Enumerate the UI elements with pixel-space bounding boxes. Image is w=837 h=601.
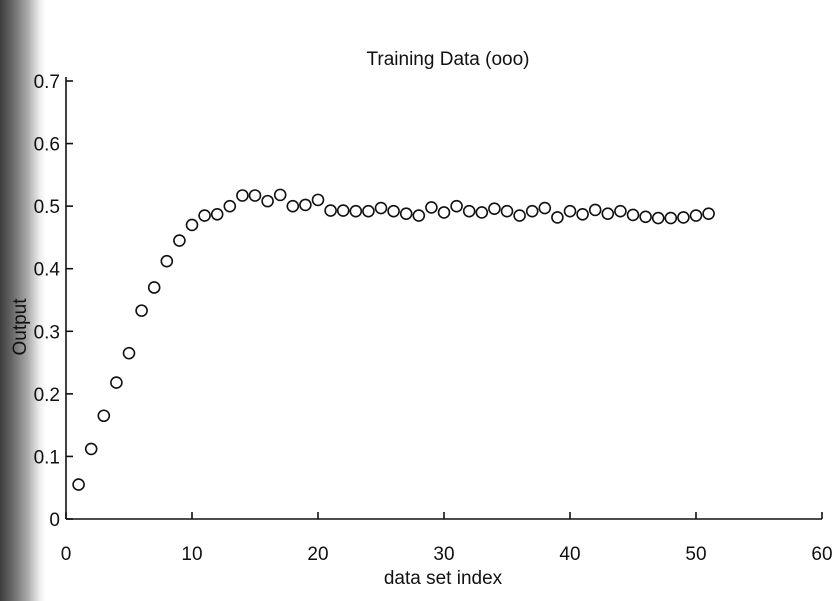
y-tick-label: 0.1: [34, 447, 60, 468]
data-point: [374, 201, 388, 215]
data-point: [362, 204, 375, 218]
data-point: [500, 204, 514, 218]
y-tick-label: 0: [49, 510, 60, 531]
data-point: [664, 211, 678, 225]
data-point: [210, 207, 224, 221]
data-point: [84, 442, 98, 456]
data-point: [475, 206, 489, 219]
data-point: [450, 199, 463, 213]
data-point: [273, 188, 287, 202]
data-point: [336, 204, 350, 217]
data-point: [97, 409, 111, 423]
data-point: [437, 206, 451, 219]
data-point: [324, 204, 337, 217]
x-axis-title: data set index: [384, 568, 503, 589]
data-point: [689, 209, 703, 222]
data-point: [349, 204, 363, 218]
data-point: [576, 207, 589, 221]
data-point: [387, 204, 400, 218]
y-tick-label: 0.5: [34, 197, 60, 218]
data-point: [412, 209, 426, 222]
data-point: [72, 478, 85, 491]
data-point: [425, 201, 438, 214]
x-tick-label: 50: [685, 544, 706, 565]
data-point: [135, 304, 148, 317]
data-point: [198, 209, 211, 222]
data-point: [223, 199, 237, 213]
data-point: [110, 376, 123, 389]
data-point: [236, 189, 249, 202]
y-tick-label: 0.4: [34, 260, 61, 281]
data-point: [639, 210, 652, 224]
data-point: [614, 204, 627, 218]
data-point: [248, 189, 262, 202]
data-point: [185, 218, 199, 232]
data-point: [399, 207, 413, 220]
data-point: [513, 209, 526, 222]
data-point: [173, 234, 186, 247]
chart-title: Training Data (ooo): [367, 49, 530, 70]
data-point: [601, 207, 615, 220]
y-axis-title: Output: [10, 298, 31, 356]
data-point: [588, 203, 602, 217]
y-tick-label: 0.6: [34, 135, 60, 156]
data-point: [286, 199, 300, 213]
x-tick-label: 10: [181, 544, 202, 565]
data-point: [551, 211, 564, 224]
x-tick-label: 60: [811, 544, 832, 565]
data-point: [311, 193, 325, 207]
data-point: [651, 211, 665, 225]
data-points: [72, 188, 715, 491]
data-point: [677, 211, 690, 224]
data-point: [538, 201, 552, 215]
data-point: [261, 194, 274, 208]
x-tick-label: 0: [61, 544, 72, 565]
data-point: [626, 208, 640, 222]
x-tick-label: 40: [559, 544, 580, 565]
y-tick-label: 0.2: [34, 385, 60, 406]
data-point: [525, 204, 539, 218]
data-point: [160, 254, 174, 268]
data-point: [702, 207, 715, 220]
y-tick-label: 0.3: [34, 322, 60, 343]
scan-shadow: [0, 0, 46, 601]
data-point: [299, 198, 312, 212]
data-point: [462, 204, 476, 218]
x-tick-label: 30: [433, 544, 454, 565]
x-tick-label: 20: [307, 544, 328, 565]
y-tick-label: 0.7: [34, 72, 60, 93]
data-point: [563, 204, 577, 218]
data-point: [122, 346, 136, 360]
data-point: [147, 281, 161, 294]
axes: 0 0.1 0.2 0.3 0.4 0.5 0.6 0.7 0 10 20 30 40 50 60: [34, 72, 833, 565]
data-point: [488, 202, 501, 215]
